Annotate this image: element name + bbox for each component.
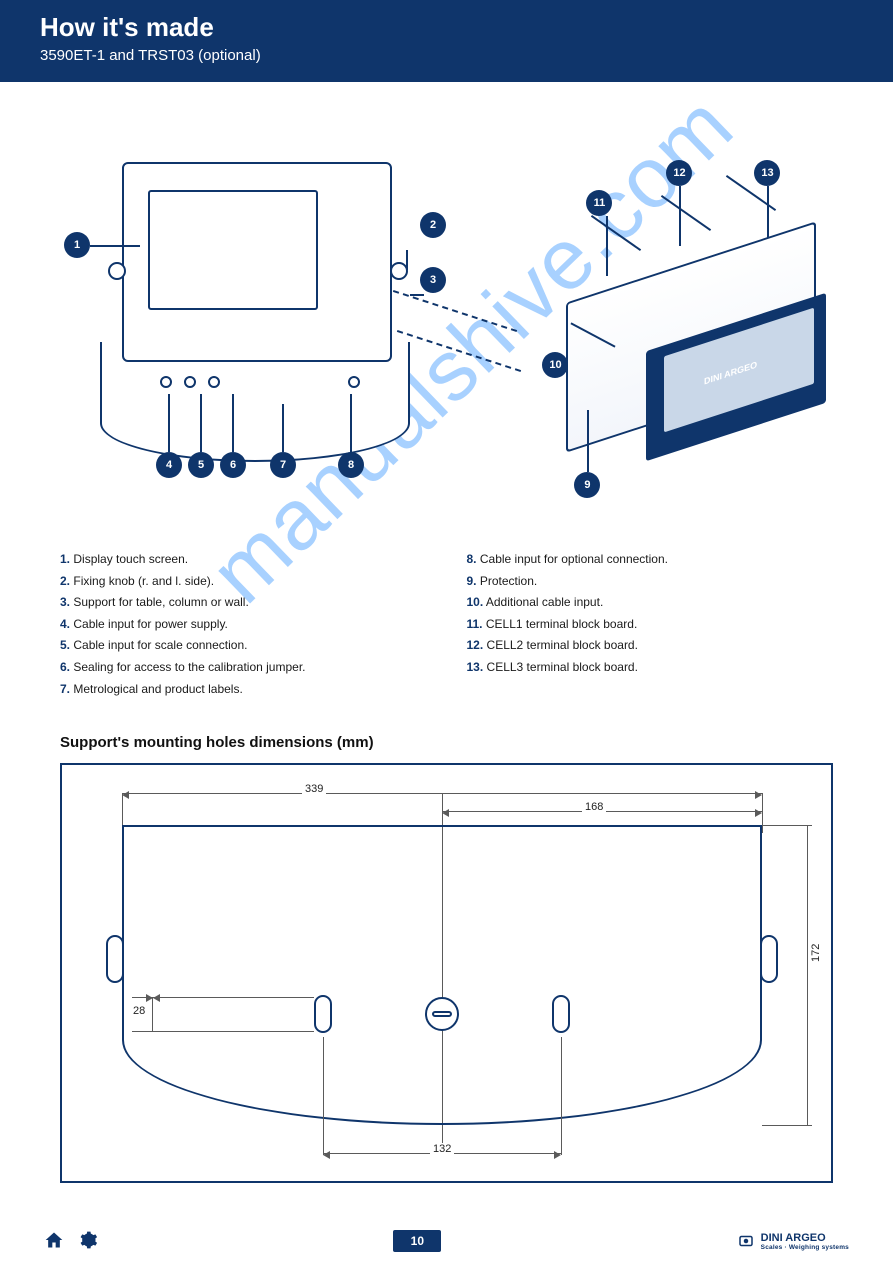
legend-list: 1. Display touch screen. 2. Fixing knob …	[60, 550, 833, 698]
mount-slot	[552, 995, 570, 1033]
callout-1: 1	[64, 232, 90, 258]
dim-ext	[323, 1037, 324, 1155]
center-slot	[432, 1011, 452, 1017]
leader-line	[679, 186, 681, 246]
brand-name: DINI ARGEO	[761, 1232, 849, 1244]
legend-item: 10. Additional cable input.	[467, 593, 834, 612]
leader-line	[200, 394, 202, 452]
legend-item: 6. Sealing for access to the calibration…	[60, 658, 427, 677]
dim-line	[807, 825, 808, 1125]
page-title: How it's made	[40, 12, 853, 43]
legend-item: 13. CELL3 terminal block board.	[467, 658, 834, 677]
legend-item: 4. Cable input for power supply.	[60, 615, 427, 634]
leader-line	[168, 394, 170, 452]
device-screen	[148, 190, 318, 310]
dim-ext	[561, 1037, 562, 1155]
diagram-front: 1 2 3 4 5 6 7 8	[60, 132, 436, 522]
callout-3: 3	[420, 267, 446, 293]
dim-value: 168	[582, 801, 606, 813]
leader-line	[767, 186, 769, 238]
legend-item: 1. Display touch screen.	[60, 550, 427, 569]
callout-11: 11	[586, 190, 612, 216]
brand-logo: DINI ARGEO Scales · Weighing systems	[737, 1232, 849, 1251]
callout-8: 8	[338, 452, 364, 478]
side-knob-right	[760, 935, 778, 983]
port-icon	[184, 376, 196, 388]
dim-value: 339	[302, 783, 326, 795]
dim-ext	[762, 825, 812, 826]
leader-line	[406, 250, 408, 270]
side-knob-left	[106, 935, 124, 983]
dim-value: 172	[810, 941, 822, 965]
dim-value: 28	[130, 1005, 148, 1017]
leader-line	[232, 394, 234, 452]
leader-line	[282, 404, 284, 452]
page-header: How it's made 3590ET-1 and TRST03 (optio…	[0, 0, 893, 82]
dimensions-title: Support's mounting holes dimensions (mm)	[60, 734, 833, 751]
dim-ext	[762, 793, 763, 833]
callout-12: 12	[666, 160, 692, 186]
mount-slot	[314, 995, 332, 1033]
page-number: 10	[393, 1230, 441, 1252]
legend-item: 5. Cable input for scale connection.	[60, 636, 427, 655]
page-footer: 10 DINI ARGEO Scales · Weighing systems	[0, 1219, 893, 1263]
gear-icon[interactable]	[78, 1230, 98, 1253]
page-subtitle: 3590ET-1 and TRST03 (optional)	[40, 47, 853, 64]
legend-item: 12. CELL2 terminal block board.	[467, 636, 834, 655]
callout-5: 5	[188, 452, 214, 478]
callout-6: 6	[220, 452, 246, 478]
legend-item: 7. Metrological and product labels.	[60, 680, 427, 699]
leader-line	[606, 216, 608, 276]
leader-line	[90, 245, 140, 247]
callout-10: 10	[542, 352, 568, 378]
dimensions-figure: 339 168 28 132 172	[60, 763, 833, 1183]
dim-value: 132	[430, 1143, 454, 1155]
callout-4: 4	[156, 452, 182, 478]
leader-line	[587, 410, 589, 472]
legend-item: 11. CELL1 terminal block board.	[467, 615, 834, 634]
scale-icon	[737, 1232, 755, 1250]
callout-9: 9	[574, 472, 600, 498]
callout-7: 7	[270, 452, 296, 478]
knob-left	[108, 262, 126, 280]
screw-line	[591, 215, 641, 251]
legend-item: 9. Protection.	[467, 572, 834, 591]
port-icon	[348, 376, 360, 388]
stand-drawing	[122, 825, 762, 1125]
port-icon	[208, 376, 220, 388]
brand-tagline: Scales · Weighing systems	[761, 1244, 849, 1251]
callout-13: 13	[754, 160, 780, 186]
legend-item: 3. Support for table, column or wall.	[60, 593, 427, 612]
screw-line	[661, 195, 711, 231]
home-icon[interactable]	[44, 1230, 64, 1253]
dim-line	[152, 997, 153, 1031]
dim-ext	[762, 1125, 812, 1126]
page-content: 1 2 3 4 5 6 7 8 DINI ARGEO	[0, 82, 893, 1183]
leader-line	[350, 394, 352, 452]
diagram-iso: DINI ARGEO 9 10 11 12 13	[466, 132, 833, 522]
legend-item: 2. Fixing knob (r. and l. side).	[60, 572, 427, 591]
diagram-row: 1 2 3 4 5 6 7 8 DINI ARGEO	[60, 82, 833, 522]
callout-2: 2	[420, 212, 446, 238]
port-icon	[160, 376, 172, 388]
footer-nav-icons	[44, 1230, 98, 1253]
legend-item: 8. Cable input for optional connection.	[467, 550, 834, 569]
dim-ext	[132, 1031, 314, 1032]
